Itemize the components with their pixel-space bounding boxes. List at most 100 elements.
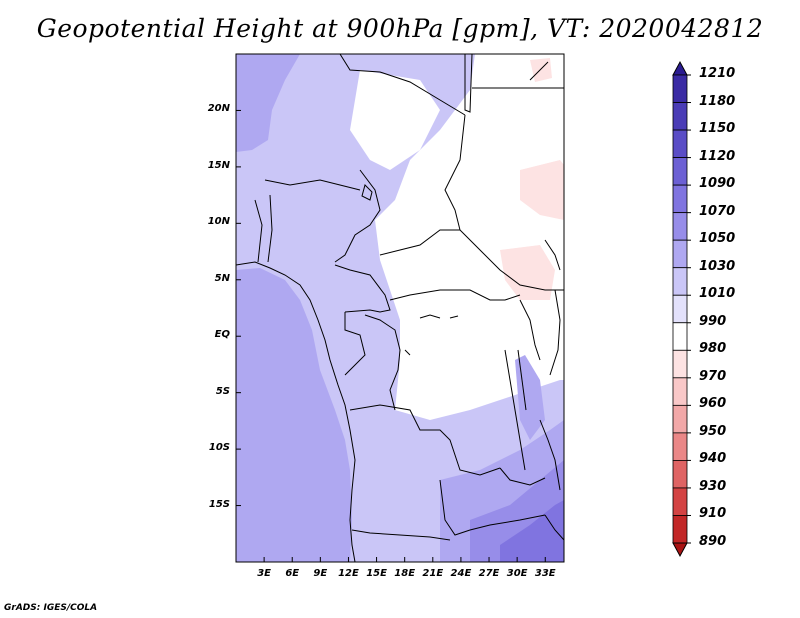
colorbar-bin — [672, 74, 688, 103]
border-coast-west — [236, 261, 356, 562]
colorbar-label: 930 — [699, 478, 727, 494]
colorbar-bin — [672, 460, 688, 489]
lat-ticks — [236, 109, 241, 507]
lon-label: 24E — [450, 568, 472, 579]
lat-label: 15N — [207, 159, 230, 171]
lon-ticks — [263, 557, 546, 562]
colorbar-bin — [672, 377, 688, 406]
border-cameroon — [334, 264, 391, 313]
border-car-north — [379, 229, 460, 256]
lat-label: 10S — [208, 442, 230, 454]
colorbar — [672, 60, 691, 558]
lon-label: 30E — [506, 568, 528, 579]
colorbar-bin — [672, 212, 688, 241]
colorbar-label: 950 — [699, 423, 727, 439]
colorbar-label: 940 — [699, 451, 727, 467]
border-east-1 — [519, 299, 541, 361]
lon-label: 9E — [313, 568, 328, 579]
border-lake-3 — [539, 419, 561, 491]
border-nigeria-chad — [334, 169, 381, 263]
colorbar-bin — [672, 487, 688, 516]
field-region-pink-east — [520, 160, 564, 220]
colorbar-bin — [672, 129, 688, 158]
field-region-central-white — [345, 54, 564, 420]
colorbar-bin — [672, 239, 688, 269]
lon-label: 27E — [478, 568, 500, 579]
border-westafrica-1 — [264, 179, 361, 191]
colorbar-label: 1150 — [699, 121, 736, 137]
colorbar-bin — [672, 322, 688, 351]
lon-label: 21E — [422, 568, 444, 579]
country-borders — [236, 54, 564, 562]
colorbar-bin — [672, 432, 688, 461]
lat-label: 15S — [208, 498, 230, 510]
colorbar-label: 1120 — [699, 148, 736, 164]
lon-label: 33E — [534, 568, 556, 579]
colorbar-bin — [672, 102, 688, 131]
border-lake-2 — [517, 349, 527, 411]
colorbar-label: 970 — [699, 368, 727, 384]
geopotential-field — [236, 54, 564, 562]
colorbar-bin — [672, 515, 688, 544]
lon-label: 15E — [366, 568, 387, 579]
colorbar-label: 1180 — [699, 93, 736, 109]
map-title: Geopotential Height at 900hPa [gpm], VT:… — [36, 14, 764, 43]
colorbar-label: 980 — [699, 341, 727, 357]
border-gabon — [344, 312, 366, 376]
colorbar-top-triangle — [672, 60, 688, 76]
border-river-3 — [404, 349, 411, 356]
lon-label: 12E — [338, 568, 359, 579]
border-westafrica-3 — [254, 199, 263, 263]
field-region-lakes — [515, 355, 545, 440]
border-chad-sudan — [444, 114, 564, 291]
lon-label: 6E — [285, 568, 300, 579]
border-blue-nile — [544, 239, 561, 271]
border-lake-chad — [361, 184, 373, 201]
colorbar-label: 1030 — [699, 258, 736, 274]
border-sahel-2 — [464, 54, 473, 113]
border-zambia-malawi — [499, 467, 546, 486]
colorbar-label: 990 — [699, 313, 727, 329]
colorbar-bottom-triangle — [672, 542, 688, 558]
lat-label: 10N — [207, 216, 230, 228]
field-region-atlantic — [236, 268, 352, 562]
border-angola-zambia — [439, 479, 546, 536]
lat-label: 20N — [207, 103, 230, 115]
lon-label: 18E — [394, 568, 416, 579]
colorbar-label: 960 — [699, 396, 727, 412]
border-river-2 — [449, 315, 459, 319]
border-river-1 — [419, 314, 441, 319]
colorbar-label: 1010 — [699, 286, 736, 302]
colorbar-label: 1210 — [699, 66, 736, 81]
border-lake-1 — [504, 349, 526, 471]
colorbar-bin — [672, 404, 688, 434]
border-east-2 — [549, 289, 561, 376]
colorbar-label: 1070 — [699, 203, 736, 219]
field-region-northwest — [236, 54, 300, 152]
colorbar-label: 910 — [699, 506, 727, 522]
colorbar-bin — [672, 267, 688, 296]
lat-label: 5S — [215, 385, 230, 397]
border-angola-namibia — [351, 529, 451, 541]
field-region-southeast-3 — [500, 500, 564, 562]
lat-label: 5N — [214, 272, 230, 284]
field-region-north-white — [350, 70, 440, 170]
field-region-pink-south — [500, 245, 555, 300]
border-sahel-1 — [300, 54, 466, 116]
grads-credit: GrADS: IGES/COLA — [4, 603, 98, 613]
lon-label: 3E — [257, 568, 271, 579]
border-westafrica-2 — [267, 194, 273, 263]
colorbar-label: 890 — [699, 534, 727, 549]
border-drc-south — [349, 404, 501, 476]
colorbar-bin — [672, 184, 688, 214]
colorbar-bin — [672, 349, 688, 379]
border-congo — [364, 314, 401, 411]
border-car-south — [389, 289, 521, 301]
border-southeast — [544, 514, 564, 541]
map-frame — [235, 53, 565, 563]
lat-label: EQ — [214, 329, 230, 341]
colorbar-label: 1090 — [699, 176, 736, 192]
border-red-sea — [529, 61, 549, 81]
colorbar-bin — [672, 294, 688, 324]
